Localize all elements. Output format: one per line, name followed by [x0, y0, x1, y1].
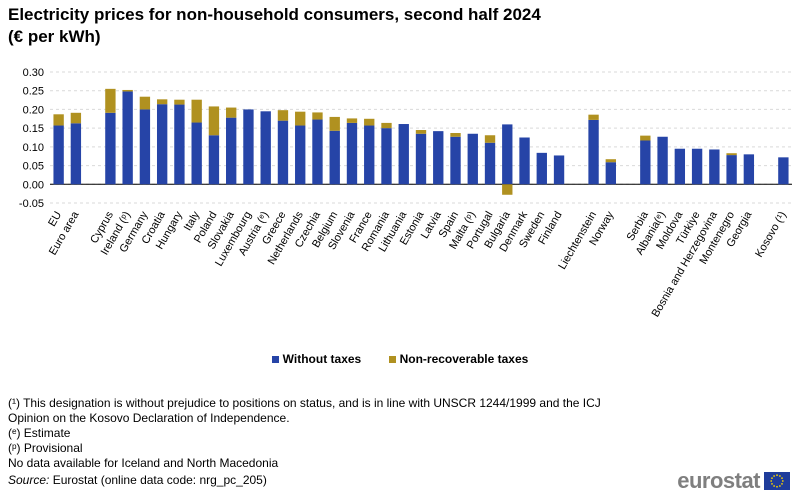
chart-title-line2: (€ per kWh) — [8, 27, 101, 46]
bar-without-taxes — [605, 162, 616, 185]
y-tick-label: 0.25 — [23, 86, 44, 98]
bar-without-taxes — [260, 111, 271, 185]
chart-title: Electricity prices for non-household con… — [8, 4, 541, 48]
bar-without-taxes — [588, 119, 599, 185]
chart-title-line1: Electricity prices for non-household con… — [8, 5, 541, 24]
bar-non-recoverable-taxes — [53, 114, 64, 126]
bar-without-taxes — [226, 117, 237, 185]
bar-non-recoverable-taxes — [726, 153, 737, 156]
legend-label-without-taxes: Without taxes — [282, 352, 362, 366]
bar-non-recoverable-taxes — [191, 99, 202, 123]
bar-without-taxes — [553, 155, 565, 185]
footnote-line: (¹) This designation is without prejudic… — [8, 396, 601, 410]
footnote-line: (ᵉ) Estimate — [8, 426, 71, 440]
bar-non-recoverable-taxes — [122, 89, 133, 92]
eurostat-logo-text: eurostat — [677, 468, 760, 493]
bar-without-taxes — [433, 131, 444, 185]
bar-without-taxes — [778, 157, 789, 185]
footnote-line: (ᵖ) Provisional — [8, 441, 83, 455]
bar-without-taxes — [536, 152, 547, 185]
bar-without-taxes — [105, 112, 116, 185]
bar-without-taxes — [364, 125, 375, 185]
bar-non-recoverable-taxes — [605, 159, 616, 163]
y-tick-label: 0.30 — [23, 67, 44, 79]
legend: Without taxes Non-recoverable taxes — [0, 352, 800, 366]
legend-swatch-non-recoverable — [388, 356, 396, 364]
bar-non-recoverable-taxes — [588, 114, 599, 120]
bar-non-recoverable-taxes — [502, 184, 513, 195]
bar-non-recoverable-taxes — [226, 107, 237, 118]
bar-without-taxes — [381, 128, 392, 185]
bar-non-recoverable-taxes — [346, 118, 358, 123]
eurostat-logo: eurostat — [677, 468, 790, 494]
bar-non-recoverable-taxes — [364, 118, 375, 126]
footnotes: (¹) This designation is without prejudic… — [8, 396, 601, 471]
bar-without-taxes — [691, 148, 703, 185]
bar-without-taxes — [156, 104, 168, 185]
footnote-line: Opinion on the Kosovo Declaration of Ind… — [8, 411, 290, 425]
bar-non-recoverable-taxes — [381, 122, 392, 129]
bar-without-taxes — [174, 104, 185, 185]
y-tick-label: -0.05 — [19, 198, 44, 210]
bar-without-taxes — [346, 122, 358, 185]
bar-without-taxes — [139, 109, 151, 185]
bar-without-taxes — [640, 140, 651, 185]
bar-non-recoverable-taxes — [70, 112, 82, 124]
bar-without-taxes — [191, 122, 202, 185]
eu-flag-icon — [764, 472, 790, 490]
y-tick-label: 0.20 — [23, 104, 44, 116]
bar-without-taxes — [295, 125, 306, 185]
bar-without-taxes — [398, 124, 409, 185]
bar-non-recoverable-taxes — [415, 130, 427, 134]
bar-non-recoverable-taxes — [329, 116, 340, 131]
legend-swatch-without-taxes — [271, 356, 279, 364]
source-label: Source: — [8, 473, 50, 487]
bar-without-taxes — [415, 133, 427, 185]
bar-without-taxes — [743, 154, 755, 185]
bar-non-recoverable-taxes — [156, 99, 168, 105]
bar-without-taxes — [484, 142, 496, 185]
legend-item-without-taxes: Without taxes — [271, 352, 362, 366]
bar-non-recoverable-taxes — [277, 110, 289, 121]
source-note: Source: Eurostat (online data code: nrg_… — [8, 473, 267, 487]
bar-without-taxes — [53, 125, 64, 185]
bar-without-taxes — [122, 91, 133, 185]
y-tick-label: 0.10 — [23, 142, 44, 154]
bar-without-taxes — [502, 124, 513, 185]
bar-without-taxes — [70, 123, 82, 185]
legend-label-non-recoverable: Non-recoverable taxes — [399, 352, 529, 366]
bar-non-recoverable-taxes — [139, 96, 151, 110]
bar-without-taxes — [277, 120, 289, 185]
bar-non-recoverable-taxes — [640, 135, 651, 141]
bar-without-taxes — [450, 136, 461, 185]
bar-without-taxes — [312, 119, 323, 185]
legend-item-non-recoverable: Non-recoverable taxes — [388, 352, 529, 366]
bar-chart: -0.050.000.050.100.150.200.250.30EUEuro … — [19, 67, 792, 319]
bar-non-recoverable-taxes — [450, 133, 461, 137]
source-text: Eurostat (online data code: nrg_pc_205) — [49, 473, 267, 487]
bar-without-taxes — [329, 130, 340, 185]
bar-without-taxes — [709, 149, 720, 185]
bar-without-taxes — [726, 155, 737, 185]
bar-non-recoverable-taxes — [312, 112, 323, 120]
y-tick-label: 0.15 — [23, 123, 44, 135]
bar-without-taxes — [243, 109, 254, 185]
x-tick-label: Kosovo (¹) — [753, 210, 789, 260]
bar-without-taxes — [674, 148, 686, 185]
bar-without-taxes — [657, 136, 668, 185]
bar-non-recoverable-taxes — [208, 106, 220, 136]
bar-non-recoverable-taxes — [295, 111, 306, 126]
bar-non-recoverable-taxes — [484, 135, 496, 143]
bar-non-recoverable-taxes — [174, 99, 185, 105]
bar-without-taxes — [519, 137, 530, 185]
bar-without-taxes — [208, 135, 220, 185]
bar-without-taxes — [467, 133, 478, 185]
y-tick-label: 0.00 — [23, 179, 44, 191]
y-tick-label: 0.05 — [23, 161, 44, 173]
footnote-line: No data available for Iceland and North … — [8, 456, 279, 470]
bar-non-recoverable-taxes — [105, 88, 116, 113]
